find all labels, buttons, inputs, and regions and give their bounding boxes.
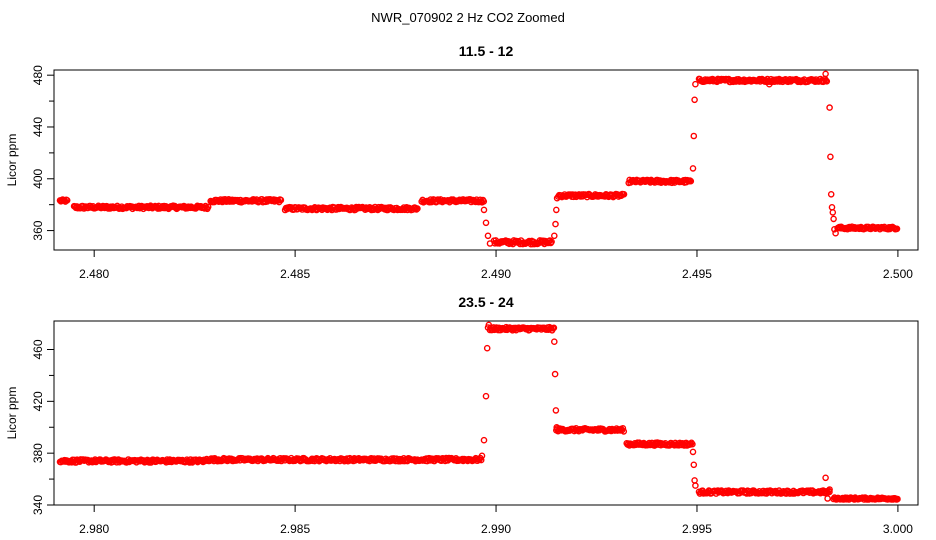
data-point [553, 194, 561, 202]
data-point [692, 482, 699, 489]
data-point [827, 153, 834, 161]
data-point [553, 206, 560, 214]
data-point [485, 321, 493, 329]
data-point [478, 452, 486, 460]
data-point [620, 190, 628, 198]
x-tick-label: 3.000 [883, 522, 913, 536]
data-point [829, 209, 837, 216]
data-point [551, 370, 559, 378]
y-tick-label: 340 [31, 495, 45, 515]
data-point [830, 215, 837, 223]
data-point [894, 495, 901, 503]
data-point [204, 203, 212, 211]
data-point [893, 225, 901, 233]
data-point [832, 229, 839, 237]
data-point [822, 70, 829, 78]
data-point [826, 104, 833, 111]
data-point [687, 177, 695, 185]
data-point [277, 196, 285, 204]
data-point [550, 324, 558, 332]
data-point [689, 440, 696, 448]
y-tick-label: 360 [31, 220, 45, 240]
plot-frame [53, 320, 919, 506]
data-point [689, 448, 697, 456]
x-tick-label: 2.480 [79, 267, 109, 281]
data-point [486, 240, 494, 247]
data-point [480, 436, 488, 444]
data-point [766, 80, 773, 88]
data-point [692, 80, 699, 88]
x-tick-label: 2.980 [79, 522, 109, 536]
chart-title: 11.5 - 12 [459, 43, 514, 59]
chart-panel-top: 11.5 - 12 Licor ppm 2.480 2.485 2.490 2.495 2.… [5, 43, 919, 281]
data-point [822, 474, 829, 482]
y-tick-label: 460 [31, 339, 45, 359]
data-point [826, 488, 833, 496]
x-tick-label: 2.995 [682, 522, 712, 536]
data-point [414, 205, 421, 212]
x-tick-label: 2.985 [280, 522, 310, 536]
data-series [56, 321, 901, 503]
y-tick-label: 480 [31, 65, 45, 85]
data-point [477, 456, 485, 464]
data-series [56, 70, 901, 248]
y-tick-label: 440 [31, 117, 45, 137]
data-point [689, 165, 697, 172]
x-tick-label: 2.500 [883, 267, 913, 281]
data-point [690, 132, 698, 140]
data-point [619, 424, 627, 432]
data-point [551, 232, 558, 240]
y-axis-label: Licor ppm [5, 387, 19, 440]
data-point [691, 477, 698, 484]
x-tick-label: 2.990 [481, 522, 511, 536]
data-point [826, 486, 833, 493]
figure-title: NWR_070902 2 Hz CO2 Zoomed [371, 10, 565, 25]
data-point [827, 190, 835, 198]
data-point [548, 238, 555, 246]
data-point [483, 344, 491, 352]
data-point [552, 407, 560, 414]
y-tick-label: 420 [31, 391, 45, 411]
data-point [828, 203, 836, 211]
x-tick-label: 2.485 [280, 267, 310, 281]
data-point [831, 225, 838, 233]
y-tick-label: 400 [31, 168, 45, 188]
data-point [63, 196, 71, 204]
data-point [553, 423, 561, 431]
data-point [620, 428, 628, 435]
data-point [822, 77, 830, 84]
data-point [824, 495, 831, 502]
y-axis-label: Licor ppm [5, 134, 19, 187]
data-point [484, 232, 492, 240]
x-tick-label: 2.495 [682, 267, 712, 281]
data-point [480, 198, 488, 205]
data-point [480, 206, 488, 214]
data-point [691, 96, 698, 104]
chart-title: 23.5 - 24 [458, 294, 513, 310]
chart-panel-bottom: 23.5 - 24 Licor ppm 2.980 2.985 2.990 2.995 3.… [5, 294, 919, 536]
y-tick-label: 380 [31, 443, 45, 463]
data-point [482, 219, 490, 227]
data-point [690, 461, 698, 469]
plot-frame [53, 69, 919, 251]
data-point [551, 338, 558, 346]
data-point [482, 392, 490, 400]
data-point [823, 78, 831, 85]
data-point [552, 220, 559, 228]
x-tick-label: 2.490 [481, 267, 511, 281]
